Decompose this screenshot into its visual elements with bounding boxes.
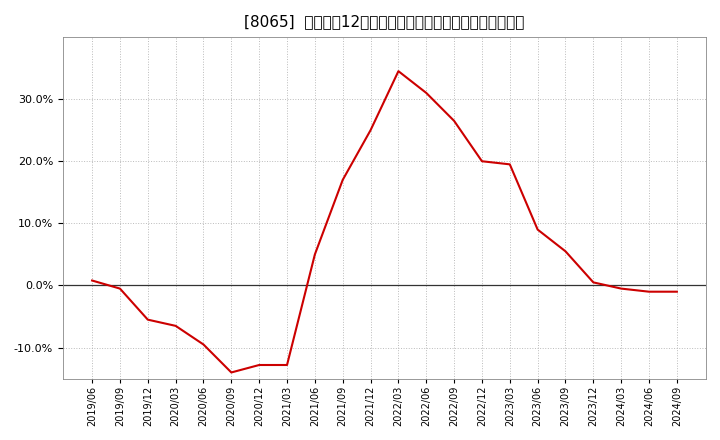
Title: [8065]  売上高の12か月移動合計の対前年同期増減率の推移: [8065] 売上高の12か月移動合計の対前年同期増減率の推移 — [244, 14, 525, 29]
